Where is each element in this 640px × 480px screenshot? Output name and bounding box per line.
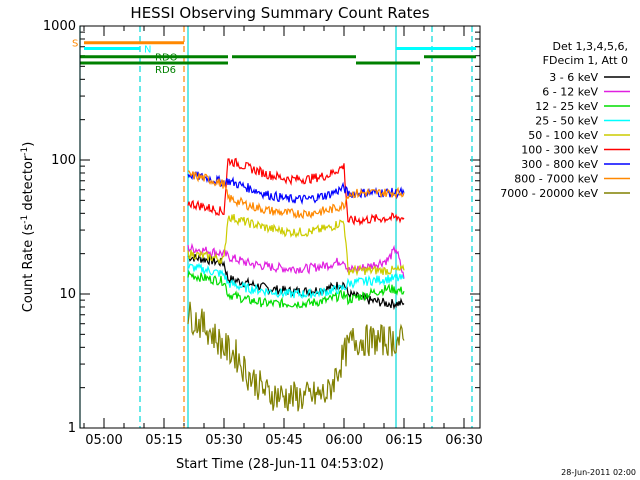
legend-label: 7000 - 20000 keV <box>500 187 598 200</box>
y-tick-label: 1 <box>68 421 76 436</box>
series-line <box>187 301 405 412</box>
footer-date: 28-Jun-2011 02:00 <box>561 468 636 477</box>
legend-header: FDecim 1, Att 0 <box>543 54 628 67</box>
plot-area <box>79 25 480 429</box>
series-line <box>187 242 405 279</box>
flag-label: RD6 <box>155 65 176 76</box>
series-line <box>187 214 405 277</box>
legend-label: 3 - 6 keV <box>549 71 598 84</box>
y-axis-label: Count Rate (s-1 detector-1) <box>20 142 36 313</box>
flag-label: RDO <box>155 53 178 64</box>
x-tick-label: 05:15 <box>145 433 182 448</box>
legend: Det 1,3,4,5,6,FDecim 1, Att 0 3 - 6 keV 6 … <box>500 40 630 200</box>
x-tick-label: 06:15 <box>385 433 422 448</box>
flag-label: S <box>72 39 78 50</box>
x-tick-label: 06:30 <box>445 433 482 448</box>
x-tick-label: 05:45 <box>265 433 302 448</box>
y-tick-label: 10 <box>59 287 76 302</box>
series-line <box>187 170 405 220</box>
x-tick-label: 05:00 <box>85 433 122 448</box>
legend-label: 6 - 12 keV <box>542 86 598 99</box>
series-line <box>187 262 405 300</box>
legend-header: Det 1,3,4,5,6, <box>552 40 628 53</box>
y-tick-label: 1000 <box>43 19 76 34</box>
plot-frame <box>79 25 481 429</box>
series-line <box>187 254 405 311</box>
series-line <box>187 171 405 205</box>
legend-label: 25 - 50 keV <box>535 115 598 128</box>
x-tick-label: 05:30 <box>205 433 242 448</box>
legend-label: 800 - 7000 keV <box>514 173 598 186</box>
legend-label: 100 - 300 keV <box>521 144 598 157</box>
series-line <box>187 269 405 310</box>
x-axis-label: Start Time (28-Jun-11 04:53:02) <box>176 457 384 472</box>
series-line <box>187 157 405 227</box>
y-tick-label: 100 <box>51 153 76 168</box>
flag-label: N <box>144 44 151 55</box>
legend-label: 50 - 100 keV <box>528 129 598 142</box>
x-tick-label: 06:00 <box>325 433 362 448</box>
legend-label: 12 - 25 keV <box>535 100 598 113</box>
chart-title: HESSI Observing Summary Count Rates <box>130 4 429 22</box>
legend-label: 300 - 800 keV <box>521 158 598 171</box>
